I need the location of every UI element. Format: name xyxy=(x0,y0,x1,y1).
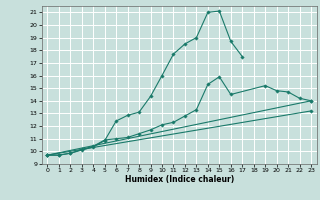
X-axis label: Humidex (Indice chaleur): Humidex (Indice chaleur) xyxy=(124,175,234,184)
